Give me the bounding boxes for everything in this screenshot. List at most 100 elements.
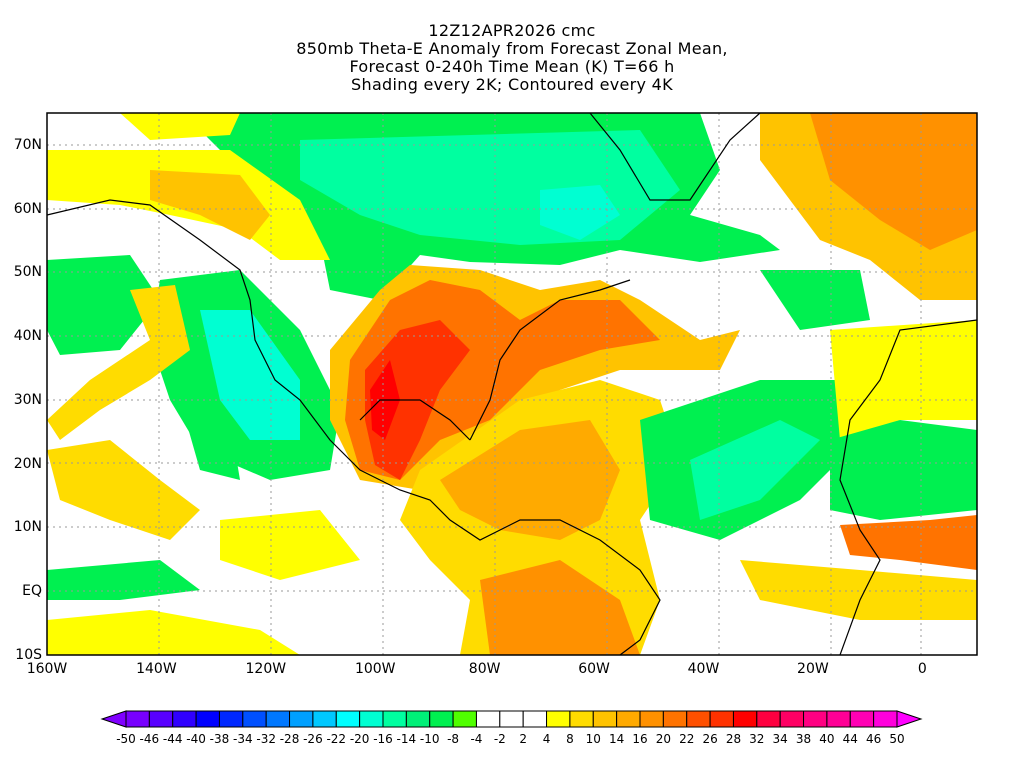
colorbar-low-arrow [100, 710, 127, 728]
colorbar-label: -2 [493, 732, 506, 746]
title-field: 850mb Theta-E Anomaly from Forecast Zona… [296, 39, 728, 58]
colorbar-label: 4 [542, 732, 551, 746]
lat-tick-label: 20N [13, 455, 42, 472]
colorbar-swatch [265, 710, 291, 728]
colorbar-swatch [148, 710, 174, 728]
lat-tick-label: 50N [13, 264, 42, 281]
lon-tick-label: 100W [354, 661, 396, 677]
lon-tick-label: 120W [245, 661, 287, 677]
colorbar-label: 10 [585, 732, 601, 746]
colorbar-high-arrow [896, 710, 923, 728]
colorbar-label: -34 [233, 732, 253, 746]
colorbar-swatch [756, 710, 781, 728]
colorbar-label: 34 [772, 732, 788, 746]
anomaly-region-equatorial-green [47, 560, 200, 600]
lat-tick-label: 10N [13, 519, 42, 536]
lon-tick-label: 140W [136, 661, 177, 677]
colorbar-swatch [849, 710, 875, 728]
anomaly-region-arctic [120, 113, 240, 140]
lat-tick-label: 10S [15, 647, 42, 663]
lon-tick-label: 160W [26, 661, 68, 677]
colorbar-swatch [569, 710, 594, 728]
colorbar-label: -14 [396, 732, 417, 746]
anomaly-region-pacific-tropics-3 [47, 610, 300, 655]
colorbar-swatch [686, 710, 711, 728]
lat-tick-label: EQ [22, 583, 42, 600]
colorbar-label: -20 [349, 732, 370, 746]
colorbar-swatch [359, 710, 384, 728]
colorbar-swatch [218, 710, 244, 728]
colorbar-label: 20 [655, 732, 671, 746]
colorbar-label: 32 [749, 732, 765, 746]
shaded-field [47, 113, 977, 655]
colorbar-swatch [452, 710, 477, 728]
anomaly-region-sahara [830, 320, 977, 440]
colorbar-label: -40 [186, 732, 206, 746]
colorbar-swatch [826, 710, 851, 728]
colorbar-label: 44 [842, 732, 858, 746]
colorbar-label: 38 [795, 732, 812, 746]
anomaly-region-europe-core [810, 113, 977, 250]
colorbar-swatch [195, 710, 220, 728]
anomaly-region-atlantic-green [760, 270, 870, 330]
map-frame [46, 112, 978, 656]
colorbar-swatch [499, 710, 524, 728]
anomaly-region-caribbean-core [440, 420, 620, 540]
title-period: Forecast 0-240h Time Mean (K) T=66 h [349, 57, 675, 76]
colorbar-label: 26 [702, 732, 718, 746]
lat-tick-label: 70N [13, 136, 42, 153]
colorbar-label: -44 [162, 732, 183, 746]
colorbar-label: 40 [819, 732, 835, 746]
colorbar-label: -8 [447, 732, 460, 746]
colorbar-label: -16 [373, 732, 393, 746]
colorbar-swatch [289, 710, 314, 728]
anomaly-region-pacific-filament [47, 285, 190, 440]
lat-tick-label: 30N [13, 391, 42, 408]
lon-tick-label: 80W [468, 661, 501, 677]
colorbar-swatch [873, 710, 898, 728]
anomaly-region-west-africa [840, 515, 977, 570]
lon-tick-label: 20W [797, 661, 829, 677]
graticule [47, 113, 977, 655]
colorbar-swatch [475, 710, 501, 728]
lon-tick-label: 40W [687, 661, 720, 677]
colorbar-label: -4 [470, 732, 483, 746]
colorbar-swatch [592, 710, 618, 728]
colorbar-label: -26 [303, 732, 323, 746]
anomaly-region-east-pacific-green [180, 400, 240, 480]
anomaly-region-npacific [47, 255, 160, 355]
colorbar-swatch [616, 710, 641, 728]
chart-title: 12Z12APR2026 cmc 850mb Theta-E Anomaly f… [0, 22, 1024, 94]
anomaly-region-west-coast-core [200, 310, 300, 440]
colorbar-label: -10 [419, 732, 440, 746]
colorbar-swatch [803, 710, 828, 728]
colorbar-swatch [546, 710, 571, 728]
lat-tick-label: 60N [13, 200, 42, 217]
colorbar-label: 50 [889, 732, 905, 746]
colorbar-label: 28 [725, 732, 742, 746]
anomaly-region-africa-green [830, 420, 977, 520]
colorbar-swatch [522, 710, 548, 728]
lon-tick-label: 60W [578, 661, 610, 677]
colorbar-swatch [242, 710, 267, 728]
colorbar-label: -28 [279, 732, 300, 746]
anomaly-region-pacific-tropics [47, 440, 200, 540]
colorbar-swatch [382, 710, 407, 728]
colorbar-swatch [779, 710, 805, 728]
colorbar-swatch [662, 710, 688, 728]
lat-tick-label: 40N [13, 328, 42, 345]
colorbar-swatch [312, 710, 337, 728]
colorbar-label: -38 [209, 732, 230, 746]
colorbar-swatch [639, 710, 664, 728]
colorbar-swatch [335, 710, 361, 728]
colorbar-swatch [405, 710, 431, 728]
colorbar-label: 2 [519, 732, 527, 746]
colorbar-label: 14 [608, 732, 625, 746]
colorbar-label: -46 [139, 732, 160, 746]
colorbar-label: 16 [632, 732, 648, 746]
colorbar-swatch [732, 710, 758, 728]
coastlines [46, 112, 978, 656]
anomaly-region-south-atlantic [740, 560, 977, 620]
title-shading: Shading every 2K; Contoured every 4K [351, 75, 673, 94]
